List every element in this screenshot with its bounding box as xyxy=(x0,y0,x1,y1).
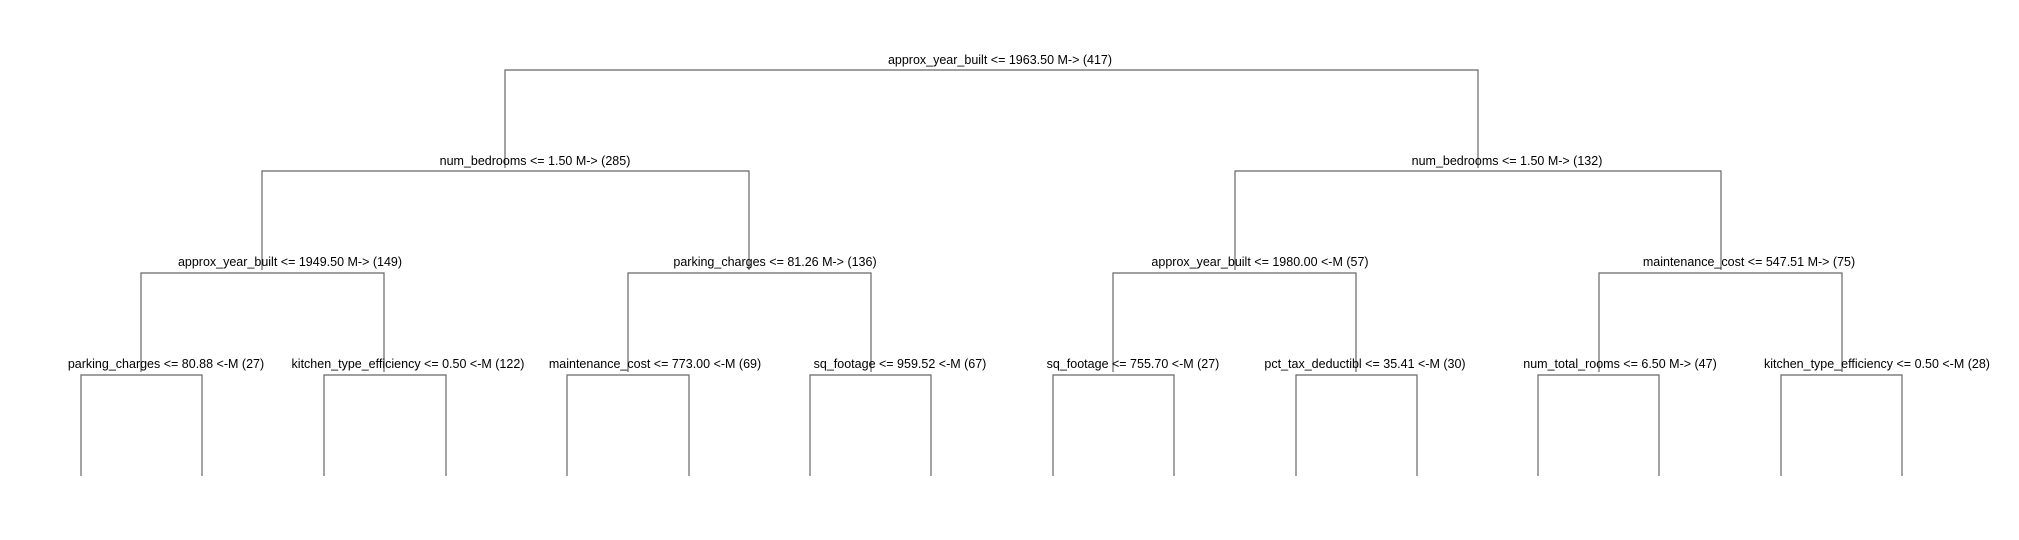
node-label-rrr: kitchen_type_efficiency <= 0.50 <-M (28) xyxy=(1764,357,1990,371)
edge-l xyxy=(261,170,750,270)
node-label-ll: approx_year_built <= 1949.50 M-> (149) xyxy=(178,255,402,269)
node-label-lr: parking_charges <= 81.26 M-> (136) xyxy=(673,255,876,269)
edge-rr xyxy=(1598,272,1843,372)
node-label-r: num_bedrooms <= 1.50 M-> (132) xyxy=(1412,154,1603,168)
node-label-rrl: num_total_rooms <= 6.50 M-> (47) xyxy=(1523,357,1717,371)
node-label-rl: approx_year_built <= 1980.00 <-M (57) xyxy=(1151,255,1368,269)
edge-root xyxy=(504,69,1479,168)
node-label-root: approx_year_built <= 1963.50 M-> (417) xyxy=(888,53,1112,67)
edge-r xyxy=(1234,170,1722,270)
tree-labels: approx_year_built <= 1963.50 M-> (417) n… xyxy=(68,53,1990,371)
edge-rrr xyxy=(1780,374,1903,476)
edge-ll xyxy=(140,272,385,372)
node-label-llr: kitchen_type_efficiency <= 0.50 <-M (122… xyxy=(292,357,525,371)
node-label-l: num_bedrooms <= 1.50 M-> (285) xyxy=(440,154,631,168)
edge-lrl xyxy=(566,374,690,476)
edge-lr xyxy=(627,272,872,372)
edge-lll xyxy=(80,374,203,476)
node-label-lrl: maintenance_cost <= 773.00 <-M (69) xyxy=(549,357,761,371)
edge-rl xyxy=(1112,272,1357,372)
node-label-rlr: pct_tax_deductibl <= 35.41 <-M (30) xyxy=(1264,357,1465,371)
edge-llr xyxy=(323,374,447,476)
edge-rll xyxy=(1052,374,1175,476)
edge-lrr xyxy=(809,374,932,476)
edge-rrl xyxy=(1537,374,1660,476)
node-label-rr: maintenance_cost <= 547.51 M-> (75) xyxy=(1643,255,1855,269)
tree-edges xyxy=(80,69,1903,476)
node-label-lrr: sq_footage <= 959.52 <-M (67) xyxy=(814,357,987,371)
edge-rlr xyxy=(1295,374,1418,476)
node-label-rll: sq_footage <= 755.70 <-M (27) xyxy=(1047,357,1220,371)
node-label-lll: parking_charges <= 80.88 <-M (27) xyxy=(68,357,264,371)
